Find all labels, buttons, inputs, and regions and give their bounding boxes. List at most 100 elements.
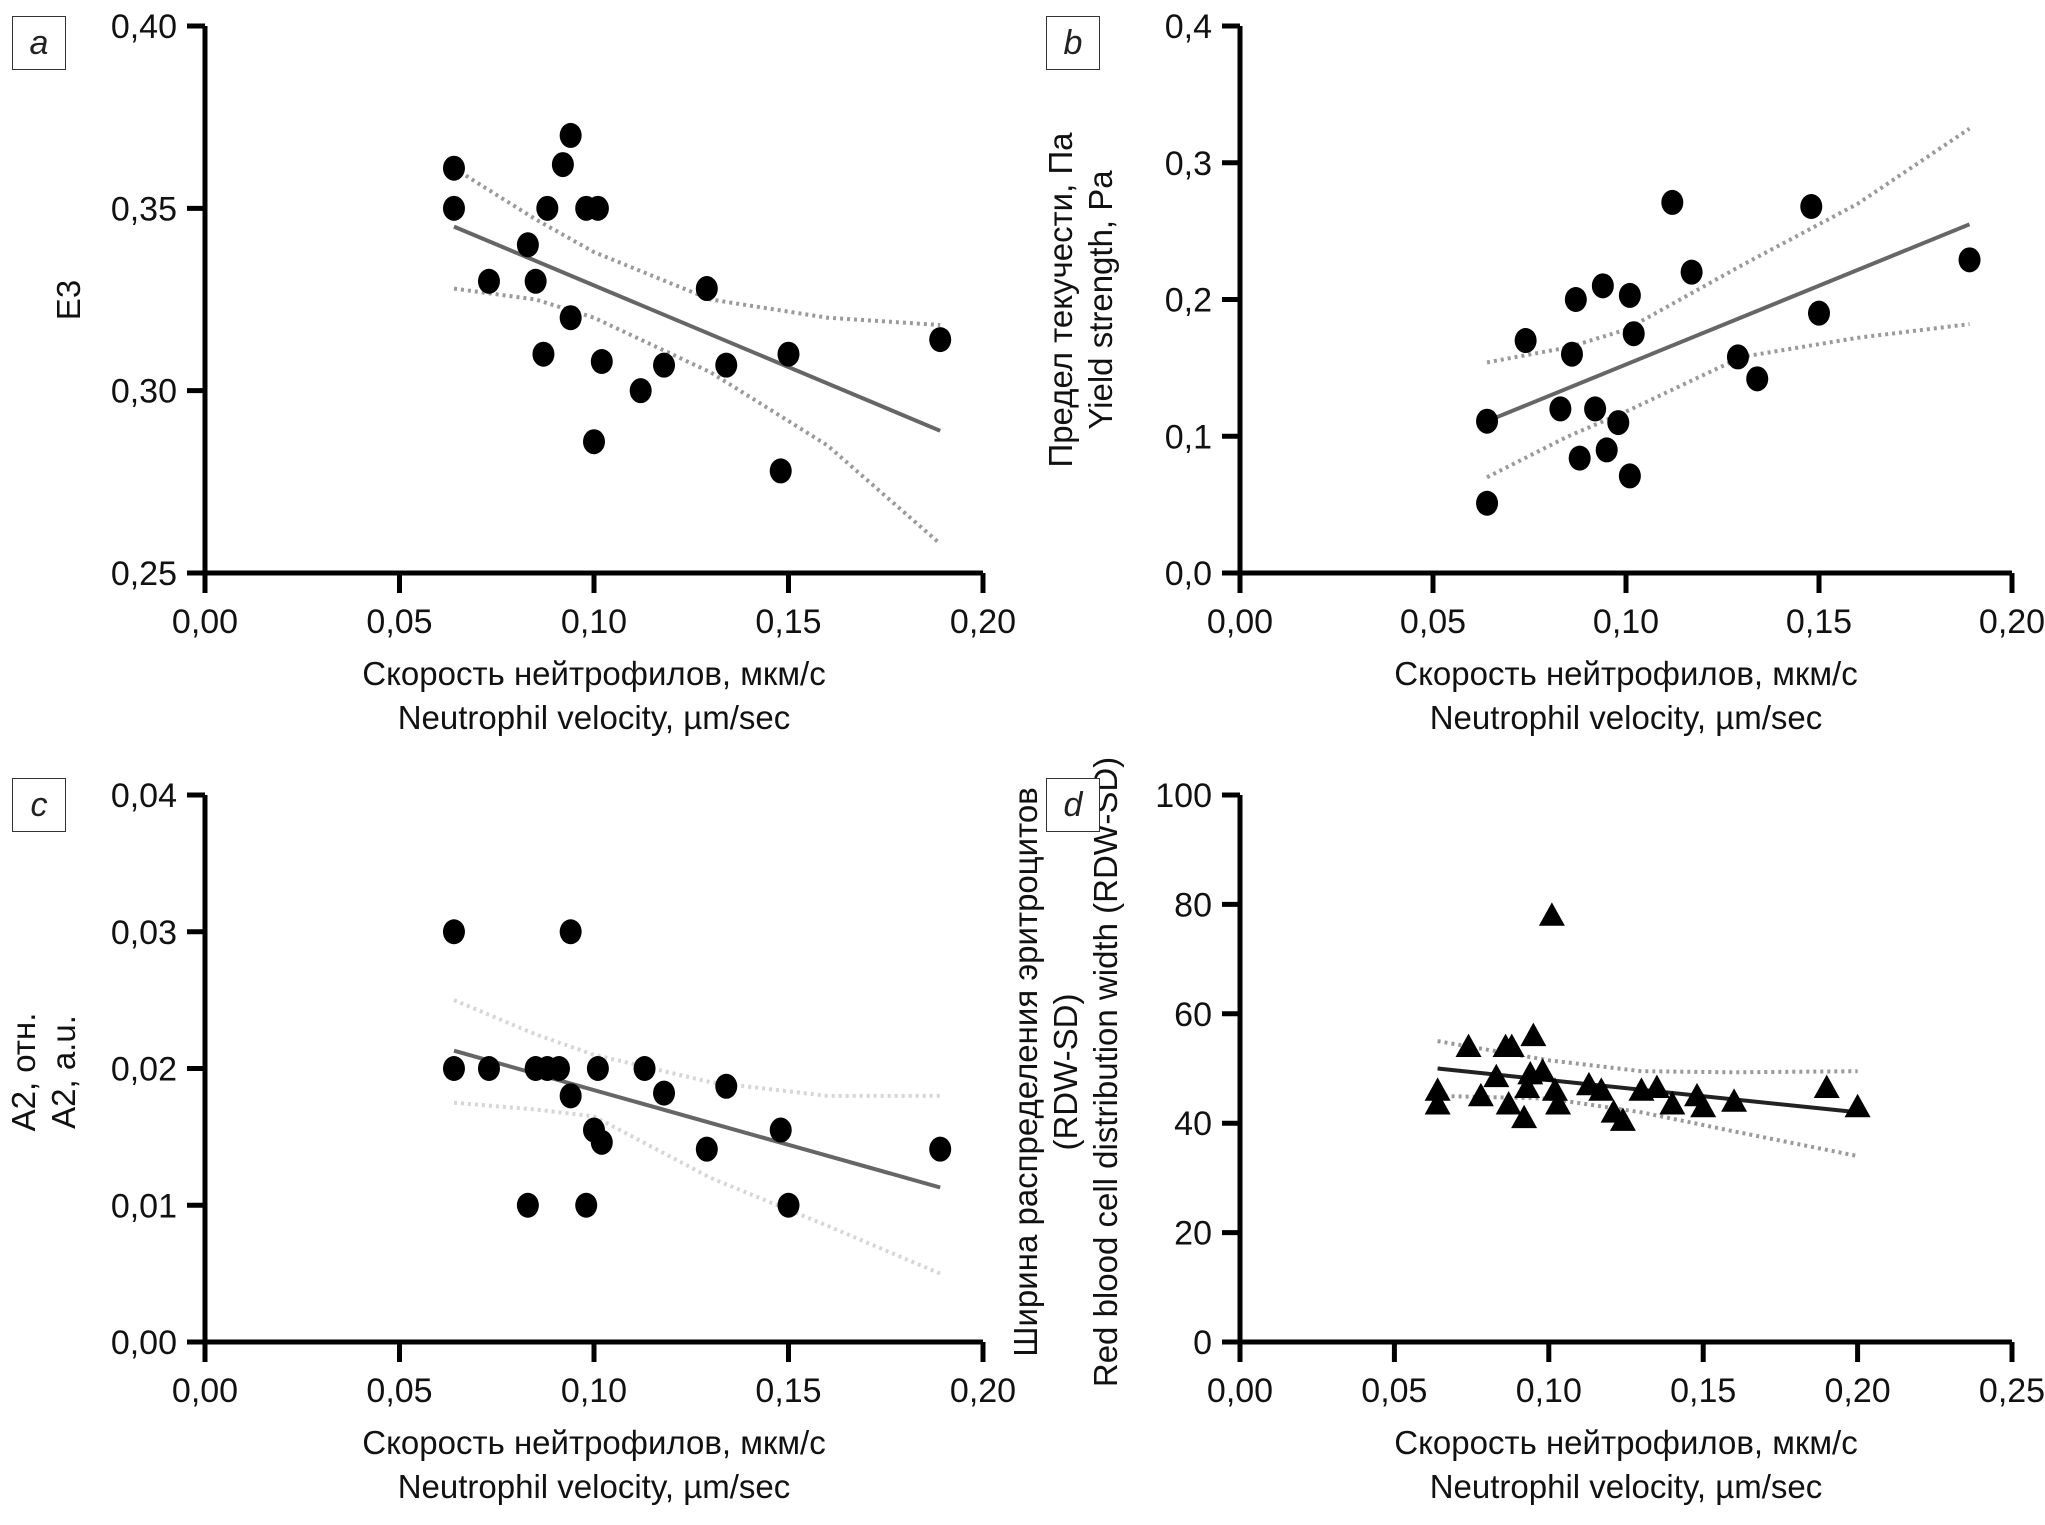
y-tick-label: 0,2: [1165, 282, 1212, 320]
data-point: [1476, 490, 1499, 516]
data-point: [1584, 396, 1607, 422]
x-axis-title: Neutrophil velocity, µm/sec: [398, 1468, 791, 1505]
data-point: [536, 195, 559, 221]
data-point: [715, 1073, 738, 1099]
regression-line: [1486, 222, 1971, 424]
x-tick-label: 0,05: [366, 603, 432, 641]
data-point: [575, 1192, 598, 1218]
data-point: [1721, 1088, 1748, 1112]
y-tick-label: 0,30: [111, 373, 177, 411]
data-point: [695, 276, 718, 302]
data-point: [442, 195, 465, 221]
x-tick-label: 0,15: [755, 1372, 821, 1410]
data-point: [1455, 1033, 1482, 1058]
y-tick-label: 20: [1174, 1215, 1212, 1253]
y-axis-title: E3: [50, 280, 87, 320]
panel-d: 0 20 40 60 80 100 0,00 0,05 0,10 0,15 0,20 0,25 Скор…: [1007, 757, 2045, 1524]
x-tick-label: 0,10: [561, 603, 627, 641]
data-point: [1545, 1091, 1572, 1115]
x-tick-label: 0,00: [1207, 1372, 1273, 1410]
y-tick-label: 0,35: [111, 190, 177, 228]
y-tick-label: 0,1: [1165, 418, 1212, 456]
data-point: [929, 327, 952, 353]
data-point: [1591, 273, 1614, 299]
data-point: [559, 122, 582, 148]
x-axis-title: Neutrophil velocity, µm/sec: [1430, 699, 1823, 736]
data-point: [1680, 259, 1703, 285]
panel-label-c: c: [12, 778, 66, 832]
x-tick-label: 0,15: [1786, 603, 1852, 641]
data-point: [1595, 437, 1618, 463]
data-point: [1813, 1074, 1840, 1099]
data-point: [516, 1192, 539, 1218]
panel-label-b: b: [1046, 16, 1100, 70]
y-tick-label: 0,01: [111, 1187, 177, 1225]
x-tick-label: 0,15: [1670, 1372, 1736, 1410]
data-point: [590, 1129, 613, 1155]
data-point: [477, 1056, 500, 1081]
data-point: [715, 352, 738, 378]
ci-lower-line: [453, 286, 942, 546]
y-tick-label: 0,02: [111, 1051, 177, 1089]
y-axis-title-line: Red blood cell distribution width (RDW-S…: [1087, 757, 1124, 1387]
data-point: [586, 195, 609, 221]
data-point: [551, 152, 574, 178]
x-axis-title: Скорость нейтрофилов, мкм/с: [362, 1424, 825, 1461]
data-point: [769, 1117, 792, 1143]
x-tick-label: 0,00: [1207, 603, 1273, 641]
data-point: [1800, 194, 1823, 220]
x-tick-label: 0,20: [1825, 1372, 1891, 1410]
data-point: [1476, 408, 1499, 434]
data-point: [1424, 1077, 1451, 1101]
data-point: [1661, 189, 1684, 215]
data-point: [629, 378, 652, 404]
chart-c: 0,00 0,01 0,02 0,03 0,04 0,00 0,05 0,10 0,15 0,20…: [5, 777, 1016, 1505]
x-tick-label: 0,10: [1593, 603, 1659, 641]
y-tick-label: 40: [1174, 1105, 1212, 1143]
regression-line: [453, 224, 941, 433]
data-point: [1618, 463, 1641, 489]
ci-lower-line: [1486, 322, 1970, 480]
y-axis-title-line: A2, отн.: [5, 1013, 42, 1132]
panel-label-a: a: [12, 16, 66, 70]
data-point: [653, 352, 676, 378]
ci-upper-line: [453, 998, 941, 1098]
x-tick-label: 0,10: [561, 1372, 627, 1410]
y-axis-title-line: Yield strength, Pa: [1082, 170, 1119, 430]
data-point: [516, 232, 539, 258]
y-tick-label: 0,03: [111, 914, 177, 952]
data-point: [559, 919, 582, 945]
data-point: [559, 1083, 582, 1109]
data-point: [1726, 344, 1749, 370]
y-tick-label: 0,04: [111, 777, 177, 815]
data-point: [1607, 410, 1630, 436]
data-point: [777, 341, 800, 367]
ci-lower-line: [453, 1100, 941, 1276]
data-point: [769, 458, 792, 484]
data-point: [777, 1192, 800, 1218]
x-tick-label: 0,15: [755, 603, 821, 641]
data-point: [1690, 1093, 1717, 1118]
y-axis-title-line: (RDW-SD): [1047, 993, 1084, 1150]
data-point: [1618, 282, 1641, 308]
data-point: [442, 919, 465, 945]
data-point: [1564, 287, 1587, 312]
data-point: [1541, 1077, 1568, 1101]
ci-upper-line: [1486, 126, 1971, 365]
x-tick-label: 0,05: [1361, 1372, 1427, 1410]
data-point: [1483, 1063, 1510, 1088]
data-point: [1498, 1033, 1525, 1058]
data-point: [442, 1056, 465, 1081]
data-point: [559, 305, 582, 331]
x-tick-label: 0,05: [366, 1372, 432, 1410]
y-axis-title: Ширина распределения эритроцитов (RDW-SD)…: [1007, 757, 1124, 1387]
x-axis-title: Скорость нейтрофилов, мкм/с: [1394, 1424, 1857, 1461]
y-axis-title: Предел текучести, Па Yield strength, Pa: [1042, 132, 1119, 468]
chart-d: 0 20 40 60 80 100 0,00 0,05 0,10 0,15 0,20 0,25 Скор…: [1007, 757, 2045, 1505]
data-point: [1568, 445, 1591, 471]
data-point: [1529, 1058, 1556, 1082]
y-axis-title-line: Предел текучести, Па: [1042, 132, 1079, 468]
data-point: [1549, 396, 1572, 422]
data-point: [1746, 366, 1769, 392]
x-axis-title: Скорость нейтрофилов, мкм/с: [362, 655, 825, 692]
